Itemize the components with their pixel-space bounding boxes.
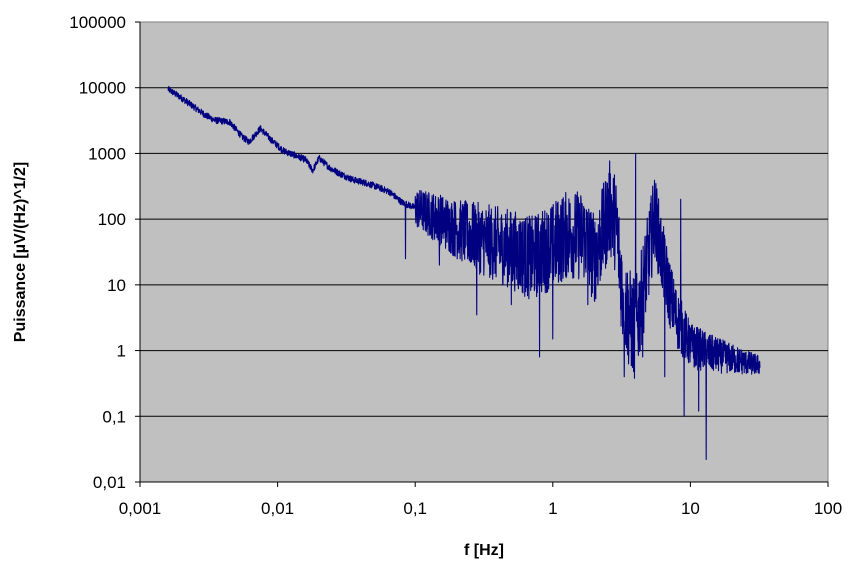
x-tick-label: 0,001	[119, 499, 162, 518]
y-axis-title: Puissance [µV/(Hz)^1/2]	[12, 162, 29, 342]
series-line	[167, 85, 761, 461]
axis-lines	[139, 22, 828, 483]
y-tick-label: 0,01	[93, 473, 126, 492]
y-tick-label: 1000	[88, 144, 126, 163]
y-ticks: 0,01 0,1 1 10 100 1000 10000 100000	[69, 13, 140, 492]
x-tick-label: 1	[548, 499, 557, 518]
y-tick-label: 0,1	[102, 407, 126, 426]
x-tick-label: 100	[814, 499, 842, 518]
y-tick-label: 100000	[69, 13, 126, 32]
x-tick-label: 0,1	[403, 499, 427, 518]
y-tick-label: 10	[107, 276, 126, 295]
series-group	[167, 85, 761, 461]
x-tick-label: 0,01	[261, 499, 294, 518]
y-tick-label: 1	[117, 342, 126, 361]
y-tick-label: 10000	[79, 79, 126, 98]
y-tick-label: 100	[98, 210, 126, 229]
x-ticks: 0,001 0,01 0,1 1 10 100	[119, 482, 842, 518]
x-axis-title: f [Hz]	[464, 542, 504, 559]
x-tick-label: 10	[681, 499, 700, 518]
